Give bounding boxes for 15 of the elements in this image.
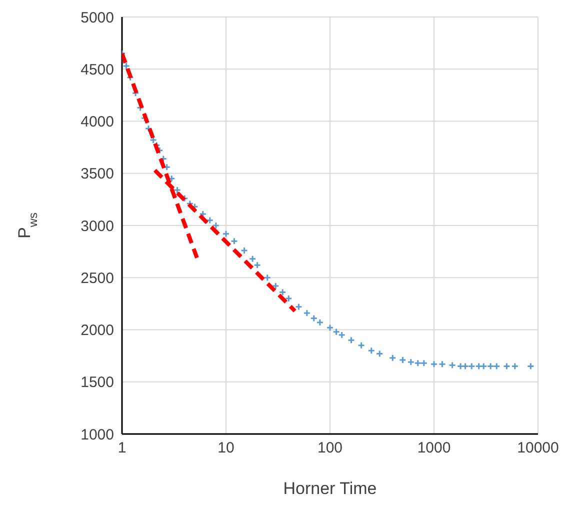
y-tick-label: 4500 [80,61,114,78]
x-tick-label: 1 [118,440,126,457]
x-tick-label: 10000 [517,440,559,457]
x-tick-label: 100 [317,440,343,457]
x-tick-label: 10 [218,440,234,457]
x-tick-label: 1000 [417,440,451,457]
y-tick-label: 1500 [80,374,114,392]
y-tick-label: 2000 [80,322,114,340]
y-tick-label: 3000 [80,218,114,235]
y-tick-label: 4000 [80,114,114,131]
x-axis-title: Horner Time [283,479,377,498]
y-tick-label: 3500 [80,166,114,183]
y-tick-label: 5000 [80,9,114,26]
y-tick-label: 2500 [80,270,114,287]
y-tick-label: 1000 [80,426,114,444]
